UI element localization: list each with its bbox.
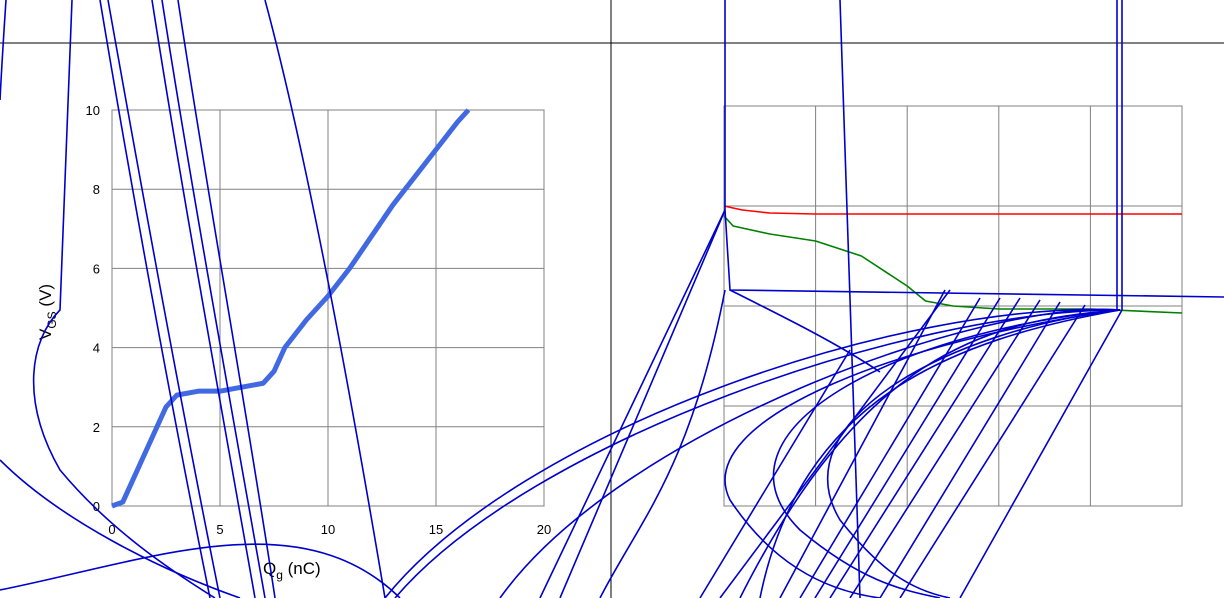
green-series-line xyxy=(723,215,1183,314)
left-y-tick-label: 8 xyxy=(93,182,100,197)
left-x-tick-label: 20 xyxy=(537,522,551,537)
overlay-stroke xyxy=(177,0,276,598)
overlay-stroke xyxy=(849,299,1041,598)
red-series-line xyxy=(723,205,1182,215)
left-y-tick-label: 4 xyxy=(93,341,100,356)
overlay-stroke xyxy=(32,0,216,598)
overlay-stroke xyxy=(384,308,1121,598)
overlay-stroke xyxy=(772,309,1121,598)
right-chart xyxy=(723,105,1183,507)
overlay-stroke xyxy=(599,289,726,598)
overlay-stroke xyxy=(264,0,386,598)
gate-charge-chart: 0 5 10 15 20 0 2 4 6 8 10 Qg (nC) VGS (V) xyxy=(36,103,551,582)
overlay-stroke xyxy=(826,309,1121,598)
left-y-axis-label: VGS (V) xyxy=(36,284,59,340)
overlay-stroke xyxy=(814,297,1001,598)
overlay-stroke xyxy=(0,0,7,101)
overlay-stroke xyxy=(99,0,211,598)
overlay-stroke xyxy=(959,309,1123,598)
left-x-tick-label: 10 xyxy=(321,522,335,537)
overlay-stroke xyxy=(779,289,946,598)
overlay-stroke xyxy=(719,289,951,598)
overlay-stroke xyxy=(829,297,1021,598)
overlay-stroke xyxy=(107,0,221,598)
left-series-layer xyxy=(111,108,471,509)
overlay-stroke xyxy=(739,309,1121,598)
overlay-stroke xyxy=(499,308,1121,598)
overlay-stroke xyxy=(151,0,256,598)
overlay-stroke xyxy=(0,543,401,598)
overlay-stroke xyxy=(559,209,726,598)
left-y-tick-labels: 0 2 4 6 8 10 xyxy=(86,103,100,514)
gate-charge-series-line xyxy=(111,108,471,509)
left-x-tick-label: 15 xyxy=(429,522,443,537)
left-y-tick-label: 10 xyxy=(86,103,100,118)
overlay-stroke xyxy=(0,459,241,598)
overlay-stroke xyxy=(879,301,1061,598)
overlay-stroke xyxy=(839,0,861,598)
overlay-stroke xyxy=(394,309,1121,598)
right-series-layer xyxy=(723,205,1183,314)
overlay-stroke xyxy=(759,309,1121,598)
overlay-stroke xyxy=(724,309,1121,598)
left-x-tick-label: 5 xyxy=(216,522,223,537)
left-y-tick-label: 2 xyxy=(93,420,100,435)
left-plot-area-border xyxy=(111,109,545,507)
overlay-stroke xyxy=(729,289,881,373)
left-chart-grid xyxy=(111,109,545,507)
left-y-tick-label: 6 xyxy=(93,261,100,276)
left-x-tick-labels: 0 5 10 15 20 xyxy=(108,522,551,537)
left-y-tick-label: 0 xyxy=(93,499,100,514)
overlay-stroke xyxy=(161,0,266,598)
overlay-stroke xyxy=(699,349,851,598)
right-plot-area-border xyxy=(723,105,1183,507)
overlay-stroke xyxy=(539,209,726,598)
overlay-stroke xyxy=(724,0,1224,298)
overlay-stroke xyxy=(799,297,981,598)
left-x-axis-label: Qg (nC) xyxy=(263,559,321,582)
overlay-stroke xyxy=(899,304,1086,598)
left-x-tick-label: 0 xyxy=(108,522,115,537)
